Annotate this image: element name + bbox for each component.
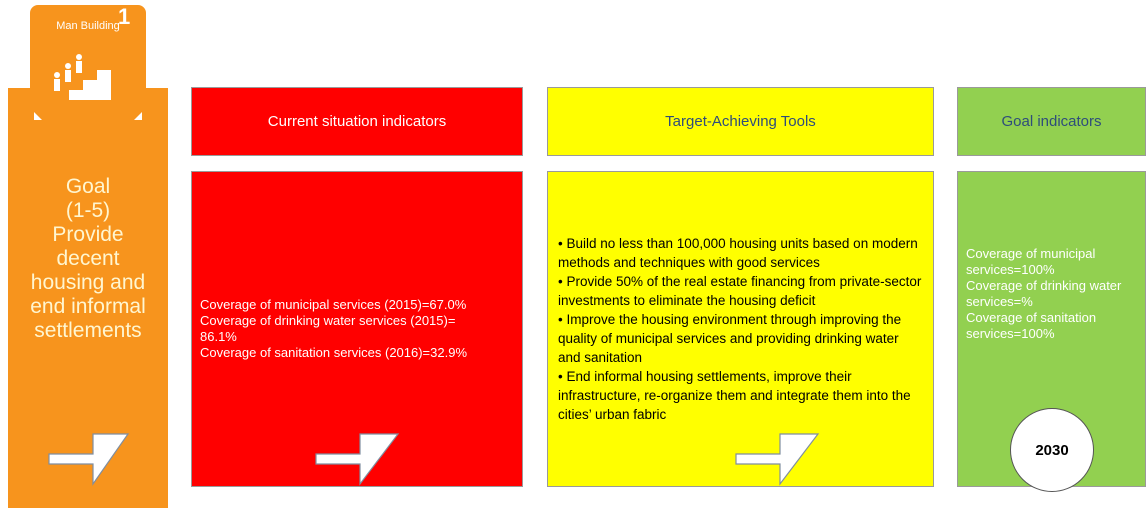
goal-item: Coverage of drinking water services=% (966, 278, 1122, 309)
goal-icon-tile (30, 5, 146, 122)
current-item: Coverage of sanitation services (2016)=3… (200, 345, 468, 360)
goal-item: Coverage of municipal services=100% (966, 246, 1096, 277)
current-item: 86.1% (200, 329, 237, 344)
current-item: Coverage of municipal services (2015)=67… (200, 297, 467, 312)
tools-body: • Build no less than 100,000 housing uni… (547, 171, 934, 487)
tools-header: Target-Achieving Tools (547, 87, 934, 156)
goal-text: Goal (1-5) Provide decent housing and end inf… (8, 175, 168, 343)
goal-line: end informal (30, 295, 146, 318)
goal-item: Coverage of sanitation services=100% (966, 310, 1097, 341)
current-header: Current situation indicators (191, 87, 523, 156)
goal-line: Provide (52, 223, 124, 246)
icon (34, 54, 142, 120)
goals-header: Goal indicators (957, 87, 1146, 156)
page: {"goal":{"tile_name":"Man Building","til… (8, 4, 1146, 508)
current-body: Coverage of municipal services (2015)=67… (191, 171, 523, 487)
goal-line: decent (56, 247, 120, 270)
tool-item: • Improve the housing environment throug… (558, 312, 902, 365)
decor (34, 54, 820, 486)
tool-item: • Build no less than 100,000 housing uni… (558, 236, 918, 270)
goal-column (8, 88, 168, 508)
current-item: Coverage of drinking water services (201… (200, 313, 456, 328)
goal-line: settlements (34, 319, 142, 342)
tool-item: • Provide 50% of the real estate financi… (558, 274, 922, 308)
arrows (48, 433, 820, 486)
year-circle: 2030 (1010, 408, 1094, 492)
goal-line: housing and (30, 271, 146, 294)
tile-number: 1 (118, 4, 131, 29)
goal-line: Goal (65, 175, 111, 198)
goal-line: (1-5) (65, 199, 111, 222)
tool-item: • End informal housing settlements, impr… (558, 369, 911, 422)
tile-name: Man Building (56, 20, 120, 32)
